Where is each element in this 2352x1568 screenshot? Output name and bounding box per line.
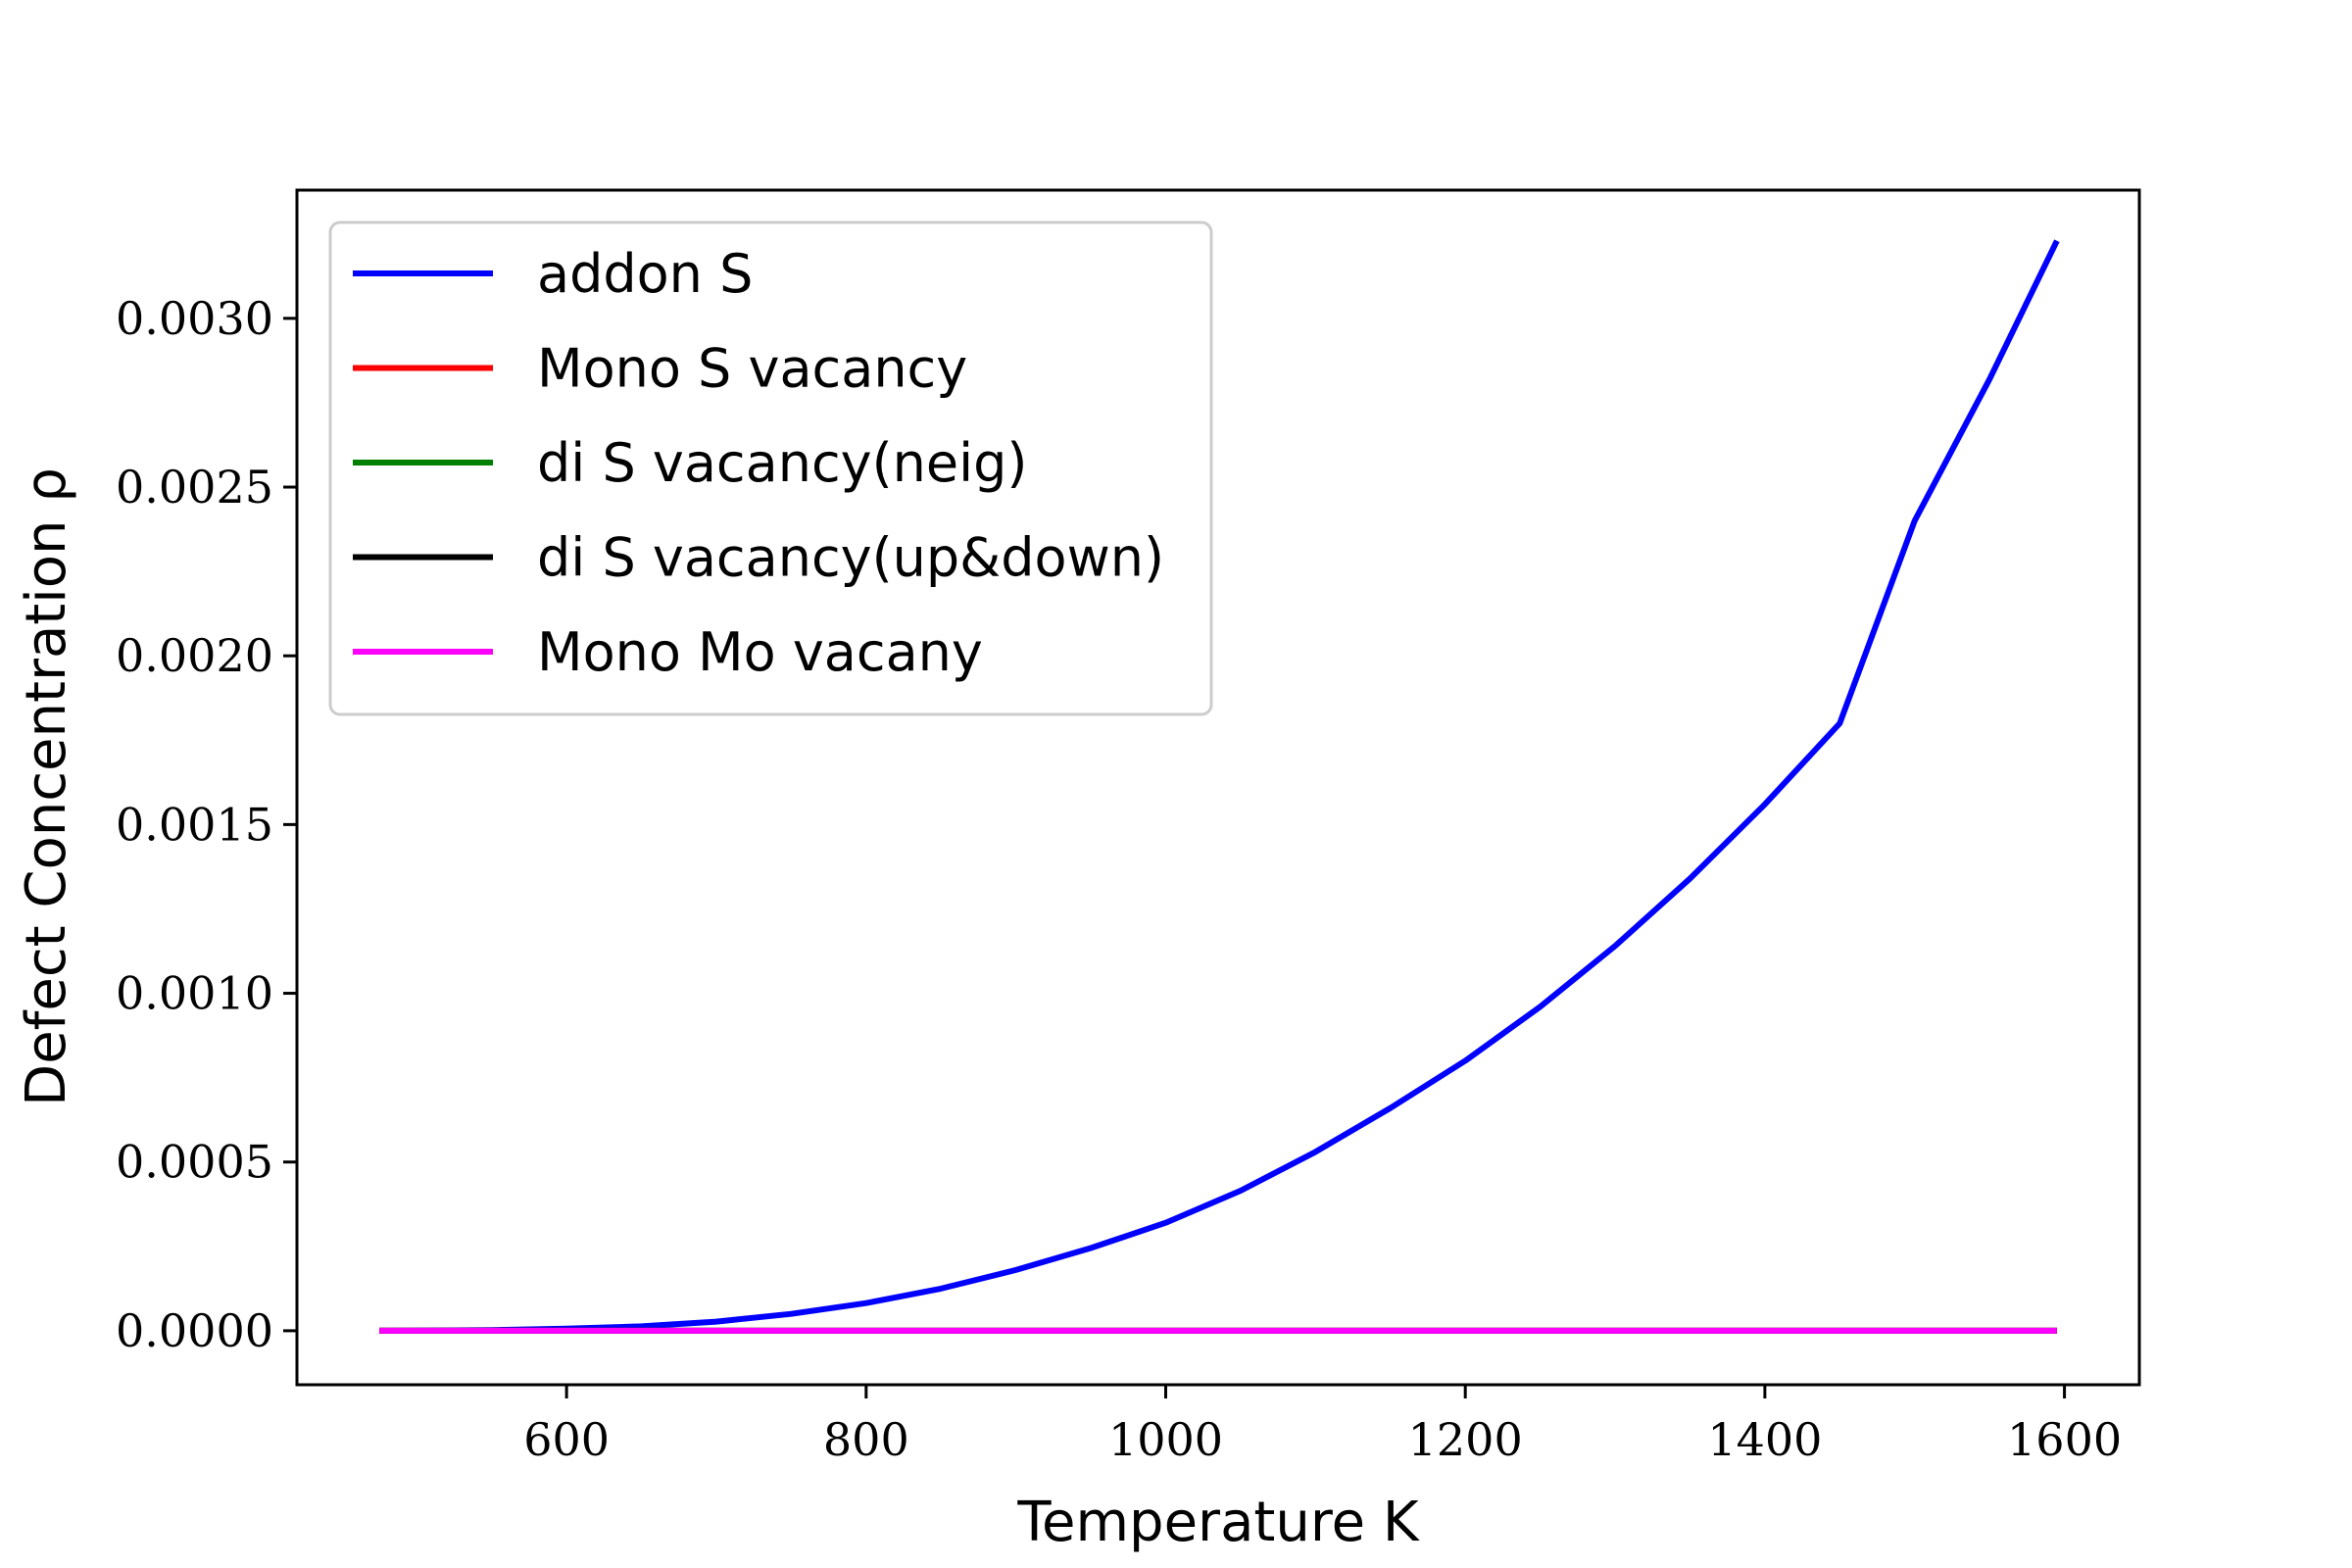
legend-label: Mono S vacancy	[537, 338, 967, 400]
legend-items: addon S Mono S vacancy di S vacancy(neig) d…	[353, 243, 1164, 683]
x-tick-label: 600	[523, 1413, 610, 1466]
y-tick-label: 0.0000	[116, 1304, 273, 1357]
x-tick-label: 1400	[1707, 1413, 1822, 1466]
y-tick-label: 0.0015	[116, 798, 273, 851]
legend-label: addon S	[537, 243, 753, 305]
x-tick-label: 800	[823, 1413, 909, 1466]
y-axis-title: Defect Concentration ρ	[15, 467, 78, 1106]
series-layer	[379, 239, 2060, 1334]
y-axis-ticks: 0.0000 0.0005 0.0010 0.0015 0.0020 0.0025 0.00…	[116, 292, 297, 1357]
x-tick-label: 1200	[1408, 1413, 1523, 1466]
y-tick-label: 0.0005	[116, 1136, 273, 1189]
y-tick-label: 0.0030	[116, 292, 273, 345]
legend-label: di S vacancy(neig)	[537, 432, 1027, 494]
x-axis-ticks: 600 800 1000 1200 1400 1600	[523, 1385, 2122, 1466]
legend-frame	[328, 220, 1213, 716]
legend-label: di S vacancy(up&down)	[537, 527, 1164, 589]
y-tick-label: 0.0010	[116, 967, 273, 1020]
plot-frame	[295, 188, 2141, 1387]
x-tick-label: 1000	[1108, 1413, 1223, 1466]
legend: addon S Mono S vacancy di S vacancy(neig) d…	[328, 220, 1213, 716]
y-tick-label: 0.0020	[116, 629, 273, 682]
series-line-1	[379, 239, 2060, 1334]
y-tick-label: 0.0025	[116, 461, 273, 514]
legend-label: Mono Mo vacany	[537, 621, 983, 683]
x-tick-label: 1600	[2007, 1413, 2122, 1466]
x-axis-title: Temperature K	[1016, 1491, 1420, 1554]
